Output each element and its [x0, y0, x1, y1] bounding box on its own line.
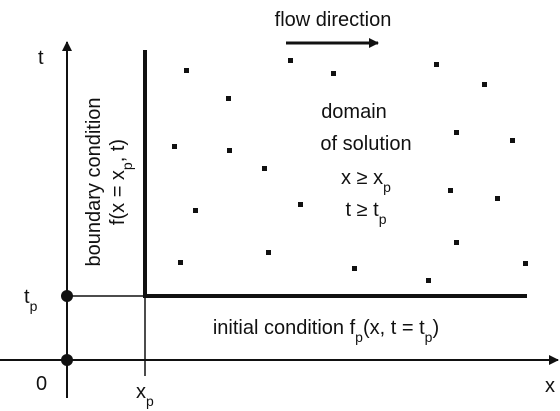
text-part: (x, t = t — [363, 317, 425, 339]
domain-condition: t ≥ tp — [346, 199, 387, 227]
origin-point — [61, 354, 73, 366]
boundary-function: f(x = xp, t) — [107, 139, 135, 225]
text-part: x ≥ x — [341, 167, 383, 189]
text-part: boundary condition — [83, 97, 105, 266]
tp-point — [61, 290, 73, 302]
subscript: p — [379, 211, 387, 227]
text-part: of solution — [320, 133, 411, 155]
boundary-label: boundary condition — [83, 97, 105, 266]
t-axis-label: t — [38, 47, 44, 69]
text-part: 0 — [36, 373, 47, 395]
xp-label: xp — [136, 381, 154, 409]
x-axis-label: x — [545, 375, 555, 397]
text-part: , t) — [107, 139, 129, 162]
text-part: domain — [321, 101, 387, 123]
flow-label: flow direction — [275, 9, 392, 31]
tp-label: tp — [24, 286, 38, 314]
text-part: x — [545, 375, 555, 397]
subscript: p — [146, 393, 154, 409]
subscript: p — [355, 329, 363, 345]
text-part: x — [136, 381, 146, 403]
subscript: p — [425, 329, 433, 345]
domain-dots — [172, 58, 528, 283]
text-part: t — [24, 286, 30, 308]
origin-label: 0 — [36, 373, 47, 395]
text-part: f(x = x — [107, 170, 129, 225]
subscript: p — [119, 162, 135, 170]
initial-label: initial condition fp(x, t = tp) — [213, 317, 439, 345]
text-part: ) — [432, 317, 439, 339]
domain-label: domain — [321, 101, 387, 123]
domain-condition: x ≥ xp — [341, 167, 391, 195]
subscript: p — [30, 298, 38, 314]
text-part: t ≥ t — [346, 199, 380, 221]
subscript: p — [383, 179, 391, 195]
domain-label: of solution — [320, 133, 411, 155]
text-part: initial condition f — [213, 317, 356, 339]
text-part: t — [38, 47, 44, 69]
text-part: flow direction — [275, 9, 392, 31]
